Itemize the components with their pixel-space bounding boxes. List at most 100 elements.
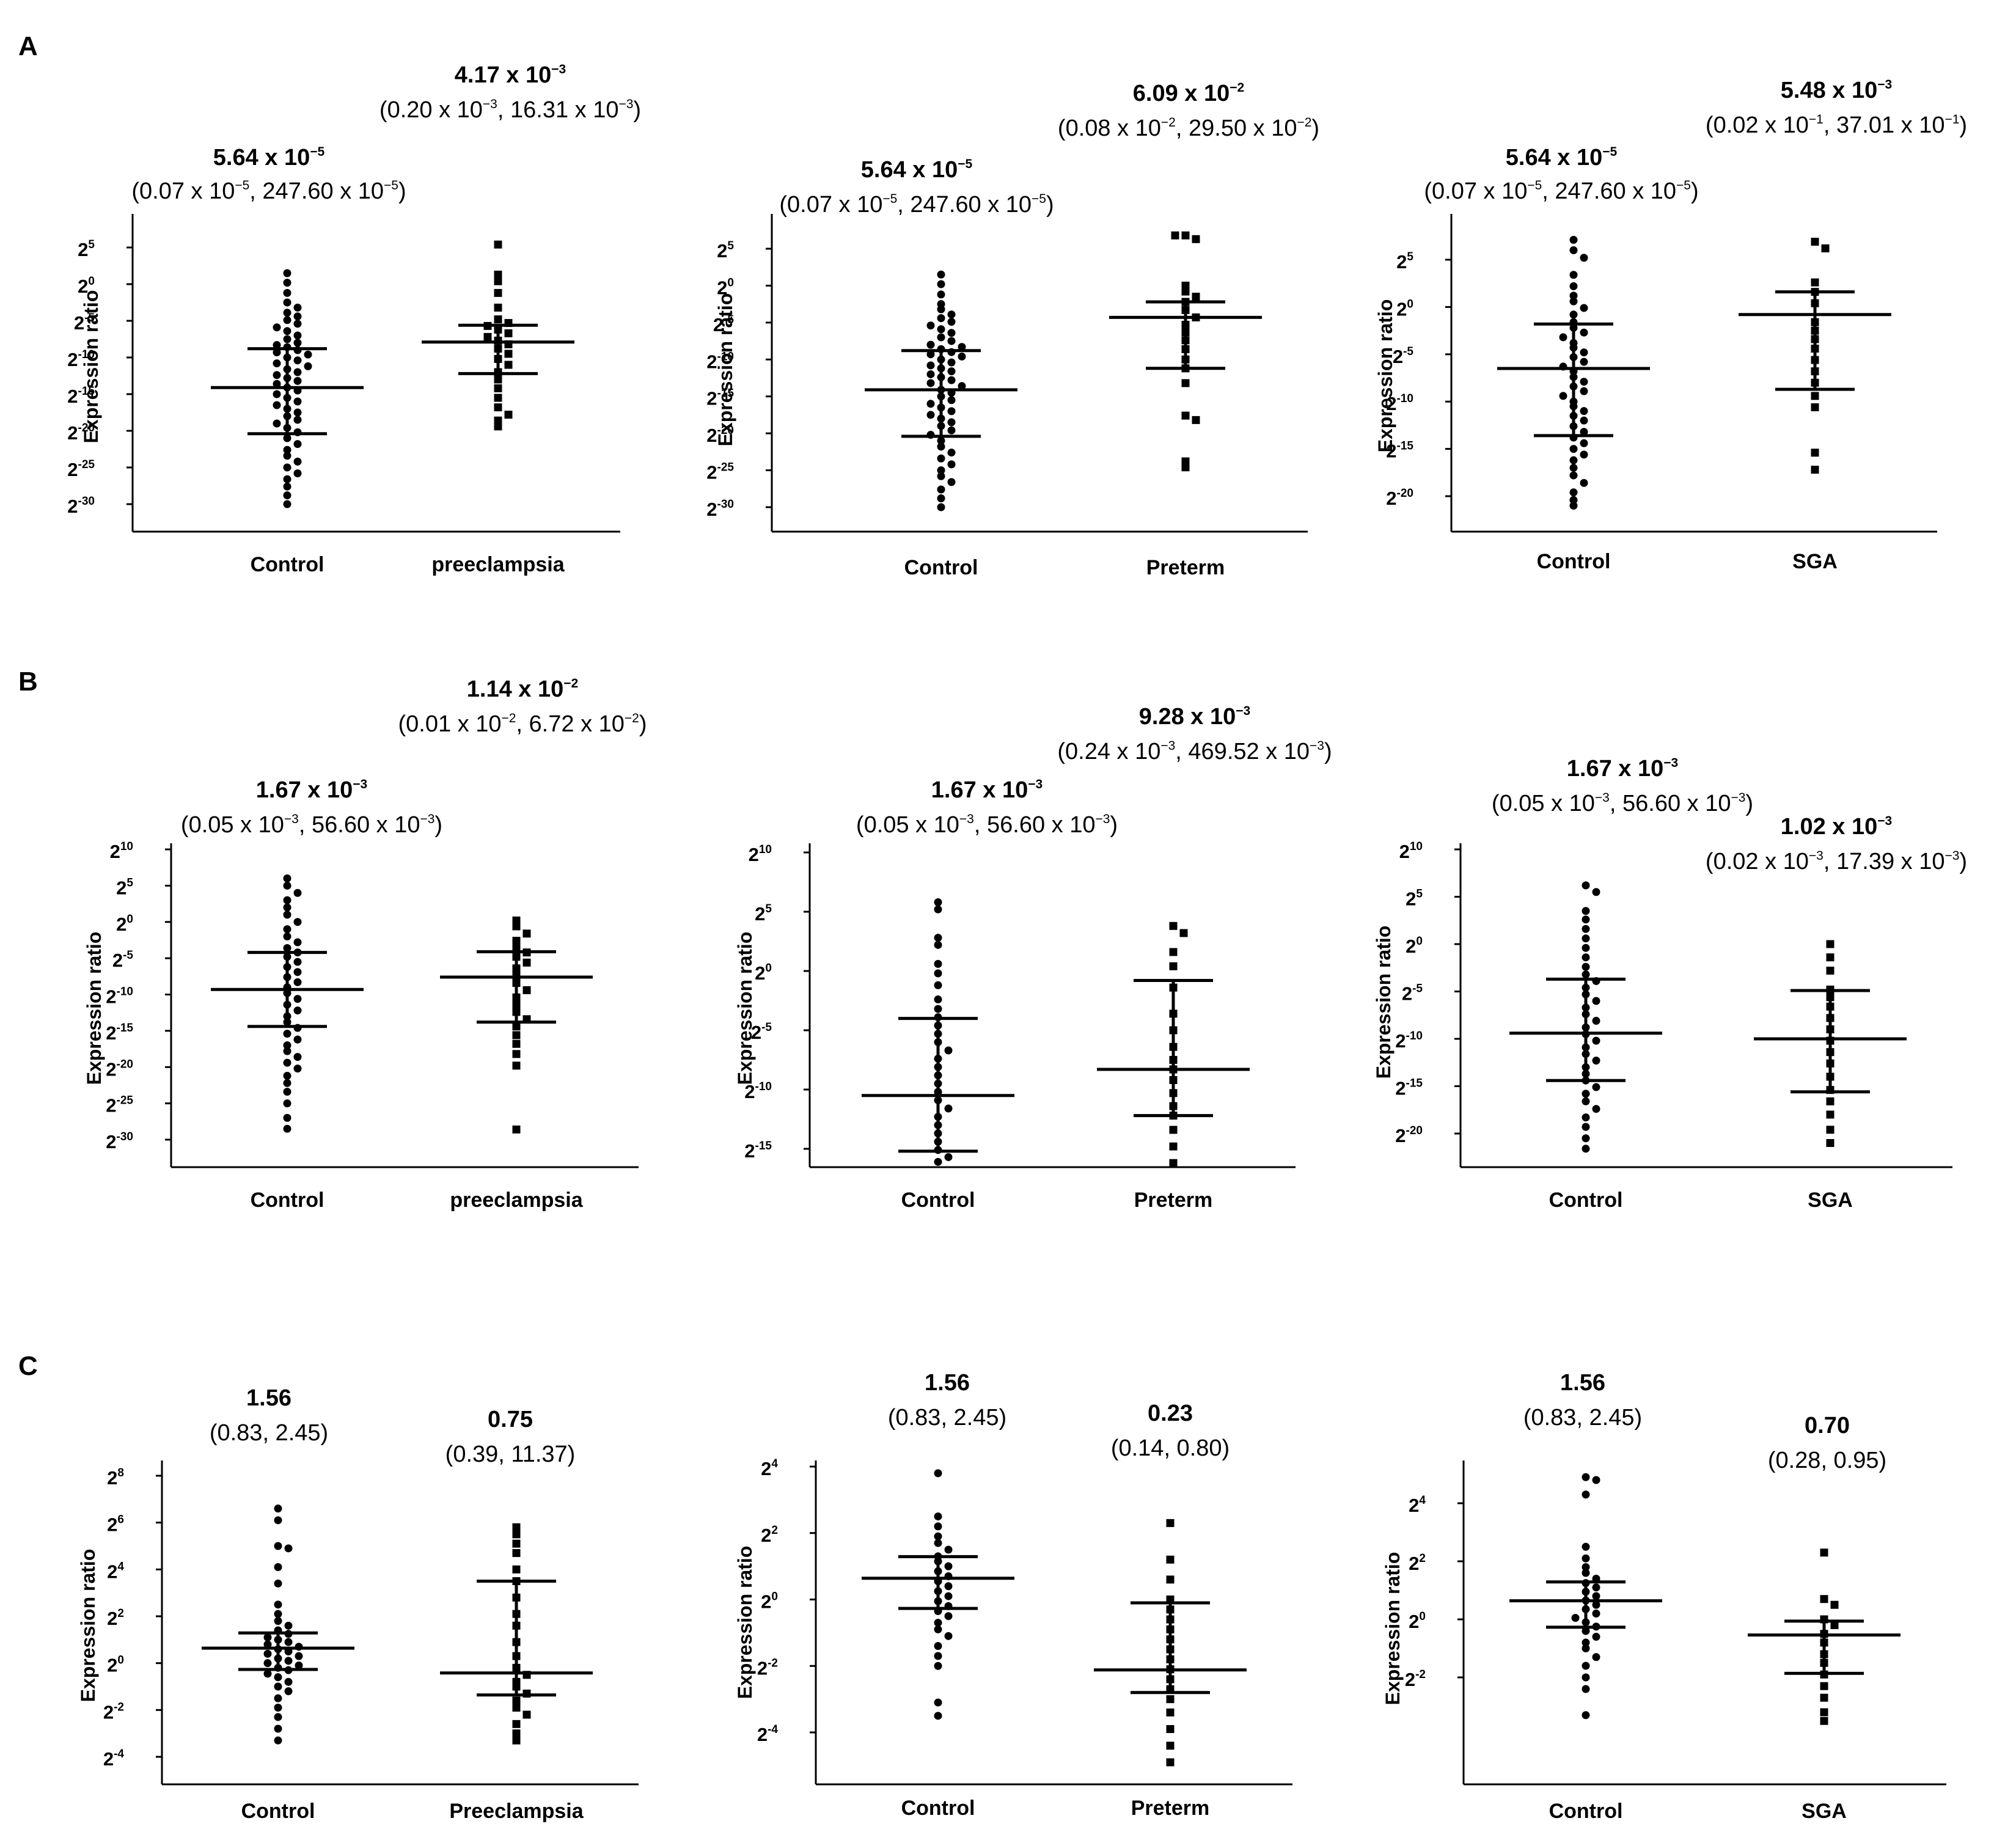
data-point (293, 416, 302, 424)
ci-annotation: (0.02 x 10−1, 37.01 x 10−1) (1706, 112, 1967, 138)
exponent: −3 (1663, 756, 1678, 770)
data-point (1569, 445, 1578, 453)
data-point (1582, 1490, 1590, 1499)
y-tick-label: 24 (1409, 1494, 1426, 1516)
y-tick-exponent: -5 (761, 1021, 772, 1034)
y-tick-exponent: 0 (1407, 298, 1413, 310)
data-point (934, 1652, 942, 1660)
x-category-label: Control (901, 1189, 975, 1212)
exponent: −3 (551, 62, 566, 76)
exponent: −5 (235, 178, 249, 192)
scatter-plot: 210 25 20 2-5 2-10 2-15 Expression ratio Contro… (734, 704, 1332, 1212)
data-point (1166, 1555, 1175, 1564)
data-point (1582, 1627, 1590, 1635)
y-tick-exponent: -30 (117, 1130, 133, 1143)
data-point (283, 1072, 291, 1080)
data-point (293, 397, 302, 406)
exponent: −2 (625, 711, 639, 725)
data-point (1569, 488, 1578, 497)
data-point (273, 359, 281, 368)
y-tick-exponent: 0 (126, 913, 133, 926)
y-tick-exponent: 0 (1416, 935, 1423, 948)
y-tick-label: 2-25 (706, 461, 734, 483)
y-tick-label: 25 (116, 876, 133, 898)
data-point (926, 350, 935, 359)
data-point (522, 929, 531, 938)
data-point (293, 303, 302, 312)
x-category-label: Preterm (1134, 1189, 1213, 1212)
data-point (1811, 403, 1819, 411)
exponent: −5 (1032, 192, 1046, 206)
data-point (274, 1713, 282, 1721)
data-point (273, 341, 281, 350)
y-tick-label: 22 (107, 1607, 124, 1629)
data-point (934, 1712, 942, 1720)
data-point (263, 1649, 272, 1658)
data-point (1166, 1758, 1175, 1767)
data-point (1582, 1123, 1590, 1131)
data-point (1166, 1519, 1175, 1527)
median-annotation: 1.56 (1560, 1370, 1605, 1396)
y-tick-label: 2-2 (757, 1657, 778, 1679)
exponent: −3 (353, 777, 367, 791)
data-point (283, 491, 291, 500)
data-point (284, 1638, 293, 1646)
data-point (1166, 1725, 1175, 1734)
data-point (293, 368, 302, 376)
data-point (1830, 1621, 1839, 1629)
data-point (1192, 235, 1200, 243)
y-tick-exponent: 4 (771, 1457, 778, 1470)
y-tick-exponent: -30 (78, 495, 95, 508)
data-point (934, 969, 942, 978)
scatter-plot: 25 20 2-5 2-10 2-15 2-20 2-25 2-30 Expression ra… (706, 81, 1319, 579)
data-point (1582, 953, 1590, 962)
data-point (934, 959, 942, 968)
data-point (1166, 1695, 1175, 1704)
data-point (283, 434, 291, 442)
data-point (283, 463, 291, 472)
data-point (934, 1642, 942, 1651)
data-point (934, 1005, 942, 1013)
ci-annotation: (0.39, 11.37) (445, 1442, 576, 1467)
data-point (1592, 1633, 1600, 1641)
y-tick-label: 20 (761, 1591, 778, 1613)
data-point (1820, 1548, 1828, 1557)
data-point (273, 379, 281, 388)
data-point (273, 419, 281, 428)
ci-annotation: (0.05 x 10−3, 56.60 x 10−3) (181, 812, 442, 838)
data-point (512, 944, 521, 952)
y-axis-label: Expression ratio (714, 293, 736, 447)
data-point (926, 379, 935, 387)
data-point (1592, 1653, 1600, 1662)
data-point (937, 270, 945, 279)
data-point (283, 445, 291, 454)
data-point (947, 396, 956, 405)
ci-annotation: (0.83, 2.45) (888, 1405, 1006, 1431)
exponent: −2 (1161, 115, 1176, 130)
exponent: −3 (1595, 791, 1610, 805)
y-tick-label: 2-10 (744, 1080, 772, 1102)
data-point (1569, 496, 1578, 504)
data-point (1582, 1563, 1590, 1571)
y-tick-label: 22 (1409, 1552, 1426, 1574)
y-tick-label: 2-5 (112, 949, 134, 971)
data-point (283, 1088, 291, 1096)
data-point (1166, 1575, 1175, 1584)
exponent: −3 (1310, 739, 1324, 753)
x-category-label: SGA (1808, 1189, 1853, 1212)
data-point (522, 986, 531, 994)
data-point (522, 1710, 531, 1719)
data-point (1582, 934, 1590, 943)
data-point (947, 418, 956, 427)
data-point (937, 305, 945, 313)
data-point (283, 896, 291, 904)
data-point (512, 922, 521, 931)
data-point (283, 475, 291, 483)
y-tick-exponent: 6 (117, 1514, 124, 1526)
x-category-label: Preeclampsia (449, 1800, 584, 1823)
median-annotation: 6.09 x 10−2 (1133, 81, 1244, 106)
exponent: −3 (284, 812, 299, 826)
data-point (273, 390, 281, 398)
median-annotation: 5.48 x 10−3 (1781, 78, 1892, 103)
